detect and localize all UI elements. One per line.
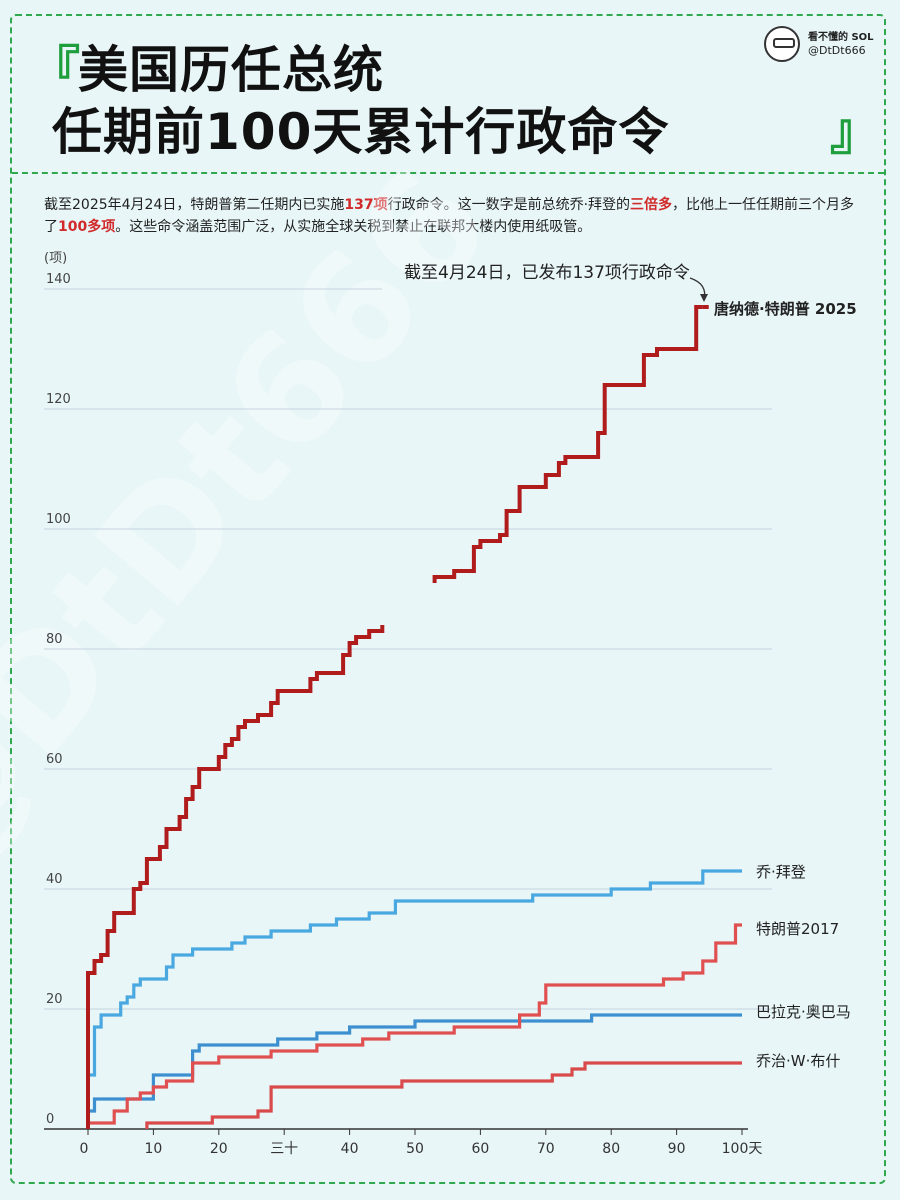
y-tick-label: 100 [46, 512, 71, 527]
x-tick-label: 100天 [722, 1141, 763, 1157]
x-tick-label: 20 [210, 1141, 228, 1157]
y-tick-label: 20 [46, 992, 63, 1007]
brand-handle: @DtDt666 [808, 44, 866, 57]
brand-name: 看不懂的 SOL [808, 32, 874, 43]
annotation-arrowhead [700, 294, 708, 302]
intro-paragraph: 截至2025年4月24日，特朗普第二任期内已实施137项行政命令。这一数字是前总… [44, 194, 864, 238]
y-tick-label: 140 [46, 272, 71, 287]
x-tick-label: 90 [668, 1141, 686, 1157]
x-tick-label: 10 [144, 1141, 162, 1157]
title-bracket-open: 『 [30, 41, 80, 99]
y-tick-label: 40 [46, 872, 63, 887]
avatar [764, 26, 800, 62]
series-label: 唐纳德·特朗普 2025 [714, 300, 857, 318]
annotation-text: 截至4月24日，已发布137项行政命令 [404, 263, 690, 283]
series-label: 特朗普2017 [756, 920, 839, 938]
intro-highlight-3: 100多项 [58, 219, 116, 235]
x-tick-label: 50 [406, 1141, 424, 1157]
intro-text-2: 行政命令。这一数字是前总统乔·拜登的 [387, 197, 631, 213]
series-line-2-seg-0 [86, 923, 742, 1129]
title-bracket-close: 』 [830, 103, 880, 161]
x-tick-label: 70 [537, 1141, 555, 1157]
intro-text-4: 。这些命令涵盖范围广泛，从实施全球关税到禁止在联邦大楼内使用纸吸管。 [115, 219, 592, 235]
series-line-3-seg-0 [86, 1013, 742, 1129]
intro-text-3: ，比他上一任任期前三个月多了 [44, 197, 855, 235]
y-tick-label: 0 [46, 1112, 54, 1127]
series-label: 巴拉克·奥巴马 [756, 1003, 851, 1021]
series-label: 乔·拜登 [756, 863, 806, 881]
series-line-0-seg-1 [432, 305, 703, 583]
intro-text-1: 截至2025年4月24日，特朗普第二任期内已实施 [44, 197, 345, 213]
outer-dashed-frame [10, 14, 886, 1184]
x-tick-label: 0 [80, 1141, 89, 1157]
y-unit-label: (项) [44, 251, 67, 266]
x-tick-label: 60 [471, 1141, 489, 1157]
header-divider [12, 172, 884, 174]
y-tick-label: 60 [46, 752, 63, 767]
intro-highlight-1: 137项 [344, 197, 388, 213]
brand-badge: 看不懂的 SOL @DtDt666 [764, 24, 874, 64]
intro-highlight-2: 三倍多 [630, 197, 673, 213]
page-title-line1: 美国历任总统 [78, 41, 384, 99]
x-tick-label: 80 [602, 1141, 620, 1157]
series-line-0-seg-0 [86, 625, 385, 1129]
page-title-line2: 任期前100天累计行政命令 [52, 103, 670, 161]
series-line-4-seg-0 [145, 1061, 742, 1129]
y-tick-label: 120 [46, 392, 71, 407]
x-tick-label: 40 [341, 1141, 359, 1157]
series-line-1-seg-0 [86, 869, 742, 1129]
y-tick-label: 80 [46, 632, 63, 647]
series-label: 乔治·W·布什 [756, 1052, 840, 1070]
x-tick-label: 三十 [270, 1141, 298, 1157]
